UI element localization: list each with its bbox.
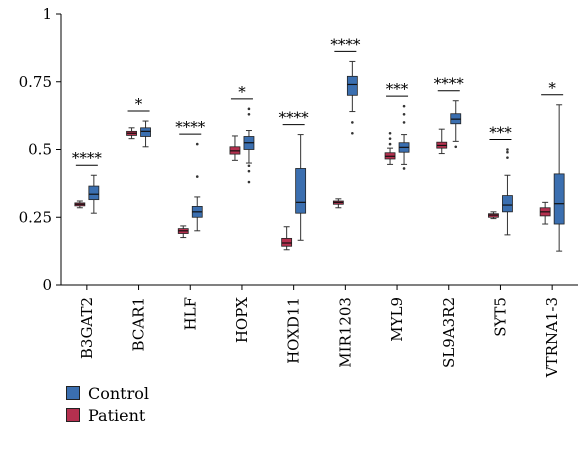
outlier-point xyxy=(402,112,406,116)
x-tick-label-b3gat2: B3GAT2 xyxy=(78,297,96,359)
y-tick-label: 0.75 xyxy=(19,73,52,91)
legend-label-control: Control xyxy=(88,383,150,403)
box-patient-syt5 xyxy=(488,211,499,220)
box-patient-myl9 xyxy=(384,131,396,165)
box-patient-hlf xyxy=(177,225,189,239)
significance-label: *** xyxy=(489,124,512,142)
outlier-point xyxy=(388,142,392,146)
outlier-point xyxy=(195,175,199,178)
outlier-point xyxy=(247,169,251,173)
legend: Control Patient xyxy=(66,383,149,427)
x-tick-label-bcar1: BCAR1 xyxy=(130,297,148,351)
box-control-hlf xyxy=(191,142,203,232)
legend-label-patient: Patient xyxy=(88,405,146,425)
outlier-point xyxy=(506,156,509,159)
outlier-point xyxy=(195,142,199,146)
outlier-point xyxy=(247,107,251,111)
significance-label: **** xyxy=(330,35,361,53)
outlier-point xyxy=(402,167,406,170)
x-tick-label-myl9: MYL9 xyxy=(388,297,406,342)
legend-swatch-patient xyxy=(66,408,80,422)
outlier-point xyxy=(402,104,406,108)
plot-marks: ********************* ******** xyxy=(72,35,565,252)
x-tick-label-mir1203: MIR1203 xyxy=(336,297,354,368)
box-body xyxy=(88,185,100,201)
box-control-b3gat2 xyxy=(88,174,100,214)
legend-swatch-control xyxy=(66,386,80,400)
outlier-point xyxy=(402,121,406,124)
significance-label: * xyxy=(135,95,143,113)
x-tick-label-hoxd11: HOXD11 xyxy=(285,297,303,364)
box-body xyxy=(346,75,358,96)
significance-label: **** xyxy=(434,75,465,93)
significance-label: * xyxy=(548,79,556,97)
outlier-point xyxy=(454,145,458,149)
significance-label: *** xyxy=(386,80,409,98)
outlier-point xyxy=(506,148,509,151)
outlier-point xyxy=(247,164,251,168)
box-control-bcar1 xyxy=(140,120,151,148)
significance-label: * xyxy=(238,83,246,101)
x-tick-label-vtrna1-3: VTRNA1-3 xyxy=(543,297,561,378)
box-patient-mir1203 xyxy=(332,198,344,209)
significance-label: **** xyxy=(175,118,206,136)
box-control-hopx xyxy=(243,107,255,184)
axes: 0 0.25 0.5 0.75 1 B3GAT2 BCAR1 HLF HOPX HOXD11 MIR… xyxy=(19,5,578,378)
outlier-point xyxy=(506,150,509,154)
box-control-vtrna1-3 xyxy=(553,104,565,252)
box-patient-bcar1 xyxy=(126,127,137,140)
outlier-point xyxy=(351,121,354,124)
box-body xyxy=(502,195,513,213)
y-tick-label: 0 xyxy=(42,276,52,294)
box-control-hoxd11 xyxy=(295,134,307,241)
box-patient-b3gat2 xyxy=(74,200,86,209)
box-body xyxy=(553,173,565,225)
box-body xyxy=(281,237,293,247)
x-tick-label-sl9a3r2: SL9A3R2 xyxy=(440,297,458,368)
legend-item-patient: Patient xyxy=(66,405,149,425)
y-tick-label: 1 xyxy=(42,5,52,23)
x-tick-label-syt5: SYT5 xyxy=(491,297,509,337)
y-tick-label: 0.25 xyxy=(19,208,52,226)
box-body xyxy=(295,168,307,214)
box-patient-hopx xyxy=(229,135,241,161)
box-control-sl9a3r2 xyxy=(450,100,462,149)
outlier-point xyxy=(247,180,251,184)
box-patient-hoxd11 xyxy=(281,226,293,251)
outlier-point xyxy=(388,131,392,135)
y-tick-label: 0.5 xyxy=(28,141,52,159)
outlier-point xyxy=(351,131,354,135)
significance-label: **** xyxy=(279,109,310,127)
box-control-syt5 xyxy=(502,148,513,236)
box-control-mir1203 xyxy=(346,60,358,135)
x-tick-label-hopx: HOPX xyxy=(233,297,251,343)
outlier-point xyxy=(247,112,251,116)
box-patient-sl9a3r2 xyxy=(436,128,448,155)
box-body xyxy=(140,127,151,137)
outlier-point xyxy=(388,137,392,140)
box-control-myl9 xyxy=(398,104,410,170)
legend-item-control: Control xyxy=(66,383,149,403)
significance-label: **** xyxy=(72,149,103,167)
box-patient-vtrna1-3 xyxy=(539,201,551,225)
x-tick-label-hlf: HLF xyxy=(181,297,199,330)
